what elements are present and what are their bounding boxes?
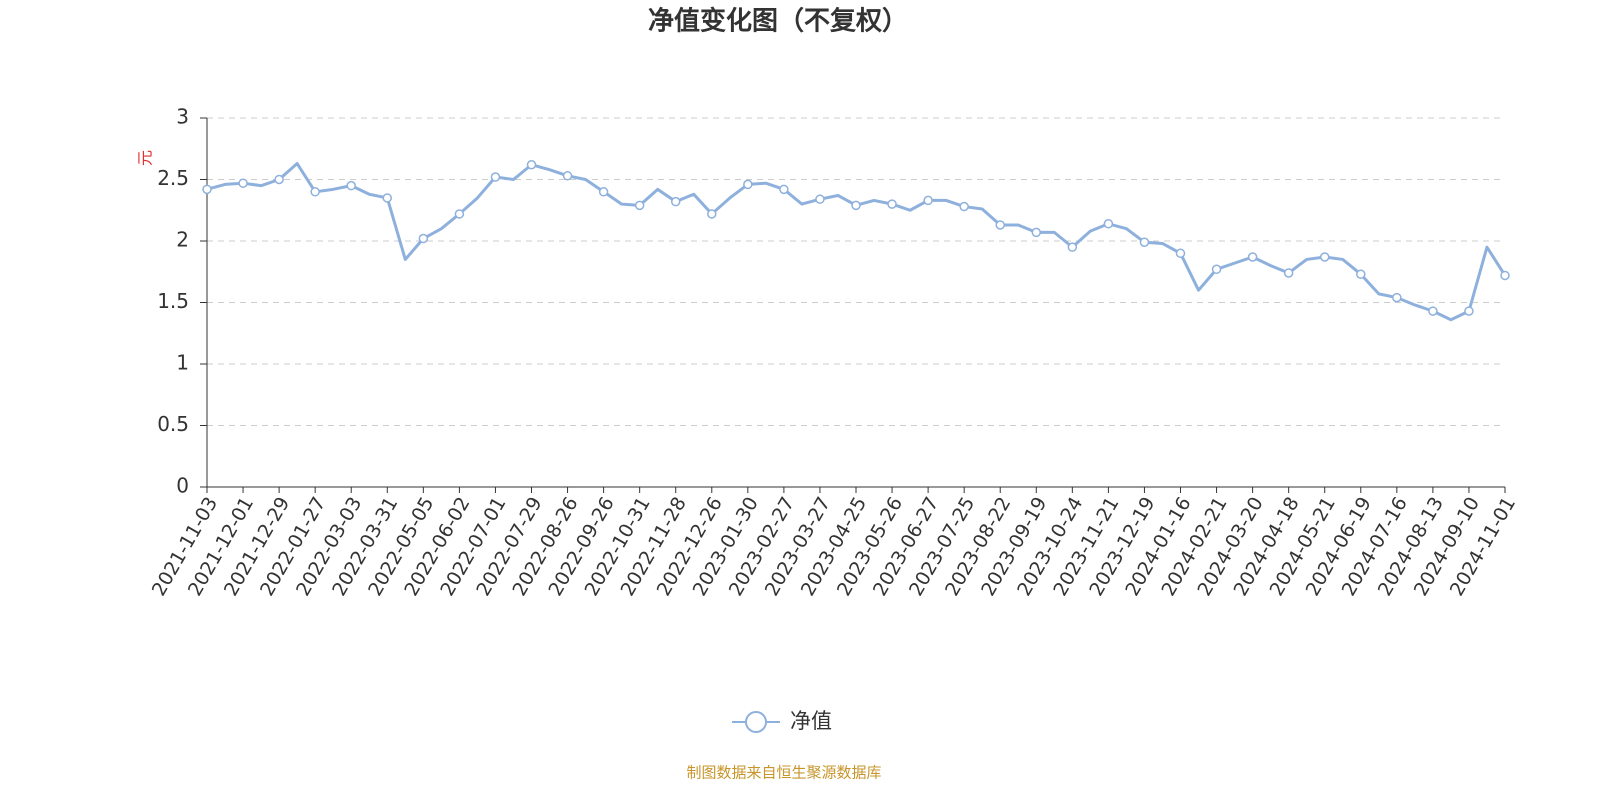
y-tick-label: 1.5 <box>157 289 189 313</box>
point-marker <box>959 201 969 212</box>
point-marker <box>418 233 429 244</box>
y-tick-label: 0.5 <box>157 412 189 436</box>
point-marker <box>923 195 933 206</box>
point-marker <box>598 187 609 197</box>
point-marker <box>1211 264 1222 275</box>
point-marker <box>1464 306 1474 316</box>
source-note: 制图数据来自恒生聚源数据库 <box>686 764 881 782</box>
legend-marker <box>745 711 767 733</box>
point-marker <box>490 172 501 182</box>
point-marker <box>202 184 212 195</box>
y-axis-label: 元 <box>136 150 155 166</box>
point-marker <box>382 193 393 203</box>
point-marker <box>1139 237 1150 247</box>
point-marker <box>1356 269 1366 279</box>
point-marker <box>526 159 537 170</box>
point-marker <box>670 196 681 207</box>
point-marker <box>1031 227 1042 238</box>
point-marker <box>1283 268 1294 278</box>
point-marker <box>1067 242 1078 252</box>
point-marker <box>562 171 573 181</box>
point-marker <box>995 220 1005 230</box>
series-line <box>206 162 1507 322</box>
point-marker <box>851 200 861 211</box>
point-marker <box>1428 306 1438 316</box>
chart-title: 净值变化图（不复权） <box>648 6 908 37</box>
y-tick-label: 2.5 <box>157 166 189 190</box>
point-marker <box>815 194 825 204</box>
y-tick-label: 3 <box>176 105 189 129</box>
point-marker <box>743 179 753 190</box>
point-marker <box>310 187 320 197</box>
point-marker <box>274 174 284 185</box>
point-marker <box>1175 248 1186 259</box>
legend-label: 净值 <box>790 709 832 733</box>
y-tick-label: 2 <box>176 228 189 252</box>
point-marker <box>1392 292 1402 303</box>
point-marker <box>238 178 248 188</box>
point-marker <box>634 200 645 211</box>
point-marker <box>1500 270 1510 281</box>
point-marker <box>346 180 356 191</box>
point-marker <box>779 184 789 195</box>
point-marker <box>887 199 897 209</box>
point-marker <box>1247 252 1258 262</box>
y-tick-label: 1 <box>176 351 189 375</box>
point-marker <box>707 209 717 219</box>
point-marker <box>1319 252 1330 262</box>
y-tick-label: 0 <box>176 474 189 498</box>
point-marker <box>1103 219 1114 229</box>
point-marker <box>454 209 465 219</box>
